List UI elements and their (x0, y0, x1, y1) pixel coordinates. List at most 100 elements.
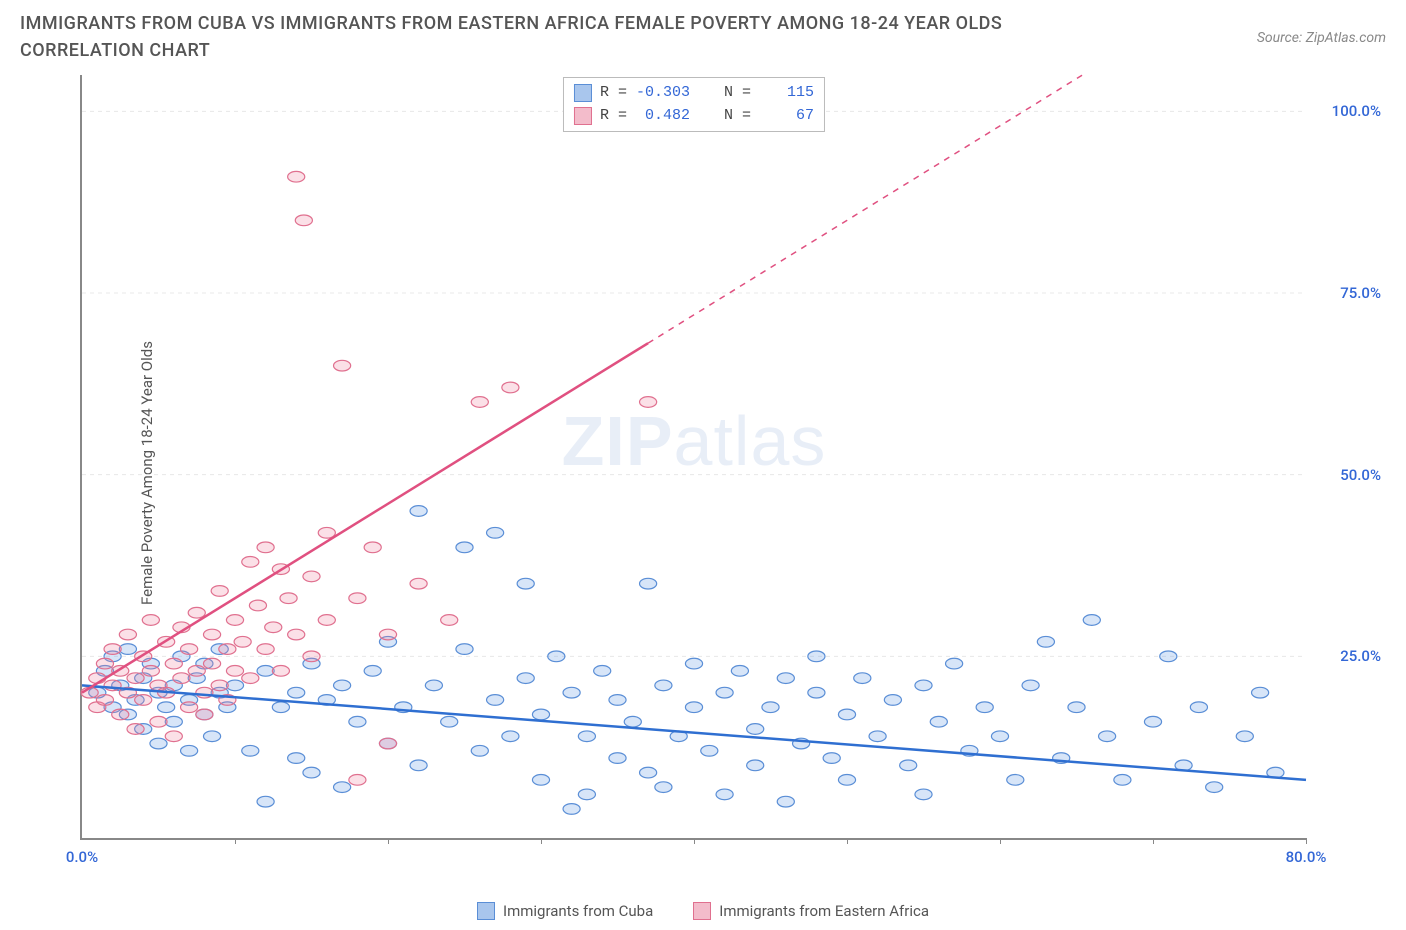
data-point (127, 724, 144, 735)
y-tick-label: 100.0% (1332, 102, 1381, 120)
data-point (869, 731, 886, 742)
source-credit: Source: ZipAtlas.com (1257, 30, 1386, 46)
data-point (487, 527, 504, 538)
x-tick-mark (541, 838, 542, 844)
data-point (226, 666, 243, 677)
data-point (334, 782, 351, 793)
data-point (142, 666, 159, 677)
data-point (295, 215, 312, 226)
data-point (142, 615, 159, 626)
plot-area: ZIPatlas R =-0.303 N =115R =0.482 N =67 … (80, 75, 1306, 840)
data-point (288, 687, 305, 698)
data-point (257, 542, 274, 553)
data-point (716, 687, 733, 698)
data-point (548, 651, 565, 662)
stat-R-value: 0.482 (635, 105, 690, 128)
data-point (181, 745, 198, 756)
data-point (854, 673, 871, 684)
stat-R-label: R = (600, 105, 627, 128)
data-point (410, 760, 427, 771)
data-point (203, 629, 220, 640)
data-point (900, 760, 917, 771)
data-point (1160, 651, 1177, 662)
data-point (655, 680, 672, 691)
chart-title: IMMIGRANTS FROM CUBA VS IMMIGRANTS FROM … (20, 10, 1120, 64)
data-point (838, 775, 855, 786)
data-point (127, 673, 144, 684)
chart-container: Female Poverty Among 18-24 Year Olds ZIP… (50, 75, 1386, 870)
data-point (640, 767, 657, 778)
data-point (303, 767, 320, 778)
data-point (165, 716, 182, 727)
data-point (135, 695, 152, 706)
data-point (349, 593, 366, 604)
x-tick-mark (847, 838, 848, 844)
data-point (532, 775, 549, 786)
data-point (181, 644, 198, 655)
data-point (624, 716, 641, 727)
data-point (364, 666, 381, 677)
data-point (242, 745, 259, 756)
legend-swatch (574, 84, 592, 102)
data-point (104, 644, 121, 655)
data-point (379, 738, 396, 749)
data-point (334, 360, 351, 371)
data-point (188, 666, 205, 677)
data-point (655, 782, 672, 793)
data-point (272, 666, 289, 677)
data-point (1022, 680, 1039, 691)
data-point (1068, 702, 1085, 713)
data-point (158, 702, 175, 713)
data-point (456, 542, 473, 553)
data-point (685, 702, 702, 713)
data-point (640, 397, 657, 408)
data-point (915, 680, 932, 691)
data-point (257, 644, 274, 655)
data-point (257, 796, 274, 807)
x-tick-label: 0.0% (66, 848, 98, 866)
data-point (747, 760, 764, 771)
data-point (517, 578, 534, 589)
data-point (196, 709, 213, 720)
data-point (823, 753, 840, 764)
data-point (119, 644, 136, 655)
data-point (349, 775, 366, 786)
data-point (1190, 702, 1207, 713)
data-point (471, 745, 488, 756)
y-tick-label: 75.0% (1340, 284, 1381, 302)
stats-legend: R =-0.303 N =115R =0.482 N =67 (563, 77, 825, 132)
data-point (112, 709, 129, 720)
data-point (150, 738, 167, 749)
x-tick-mark (1153, 838, 1154, 844)
x-tick-mark (235, 838, 236, 844)
data-point (884, 695, 901, 706)
data-point (441, 615, 458, 626)
data-point (379, 629, 396, 640)
data-point (303, 571, 320, 582)
data-point (456, 644, 473, 655)
data-point (242, 557, 259, 568)
data-point (211, 586, 228, 597)
stat-N-label: N = (724, 82, 751, 105)
x-tick-mark (694, 838, 695, 844)
data-point (112, 666, 129, 677)
data-point (364, 542, 381, 553)
legend-swatch (477, 902, 495, 920)
data-point (280, 593, 297, 604)
data-point (165, 658, 182, 669)
data-point (991, 731, 1008, 742)
data-point (609, 695, 626, 706)
data-point (563, 804, 580, 815)
data-point (441, 716, 458, 727)
data-point (265, 622, 282, 633)
y-tick-label: 25.0% (1340, 647, 1381, 665)
data-point (1252, 687, 1269, 698)
legend-label: Immigrants from Eastern Africa (719, 902, 929, 920)
data-point (808, 651, 825, 662)
data-point (203, 658, 220, 669)
x-tick-mark (388, 838, 389, 844)
data-point (517, 673, 534, 684)
data-point (502, 731, 519, 742)
data-point (609, 753, 626, 764)
stats-row: R =-0.303 N =115 (574, 82, 814, 105)
